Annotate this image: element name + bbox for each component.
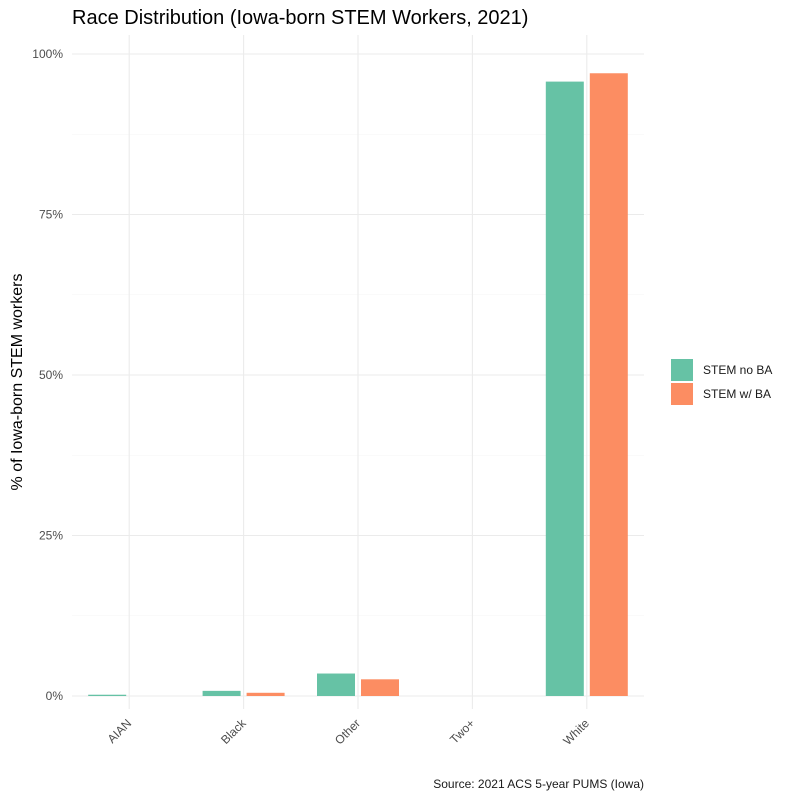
legend: STEM no BA STEM w/ BA [671, 359, 772, 405]
legend-swatch [671, 383, 693, 405]
x-tick-label: Two+ [447, 716, 477, 746]
y-tick-label: 50% [39, 368, 63, 382]
bar-aian-series-1 [88, 694, 127, 696]
x-tick-label: White [560, 716, 592, 748]
legend-label: STEM no BA [703, 363, 772, 377]
bar-other-series-2 [361, 679, 399, 696]
grid [72, 35, 644, 709]
legend-swatch [671, 359, 693, 381]
legend-label: STEM w/ BA [703, 387, 771, 401]
y-axis-title: % of Iowa-born STEM workers [9, 274, 26, 491]
x-tick-label: Black [218, 716, 249, 747]
x-tick-label: AIAN [105, 716, 135, 746]
y-axis-ticks: 0% 25% 50% 75% 100% [32, 47, 63, 703]
bar-black-series-1 [202, 690, 241, 696]
y-tick-label: 100% [32, 47, 63, 61]
bar-black-series-2 [246, 692, 285, 696]
bars [88, 73, 628, 696]
x-axis-ticks: AIAN Black Other Two+ White [105, 716, 593, 748]
x-tick-label: Other [332, 716, 363, 747]
bar-other-series-1 [317, 673, 355, 696]
y-tick-label: 0% [46, 689, 64, 703]
chart-title: Race Distribution (Iowa-born STEM Worker… [72, 7, 528, 29]
y-tick-label: 75% [39, 208, 63, 222]
y-tick-label: 25% [39, 529, 63, 543]
bar-white-series-1 [545, 81, 584, 696]
caption: Source: 2021 ACS 5-year PUMS (Iowa) [433, 777, 644, 791]
bar-white-series-2 [589, 73, 628, 696]
